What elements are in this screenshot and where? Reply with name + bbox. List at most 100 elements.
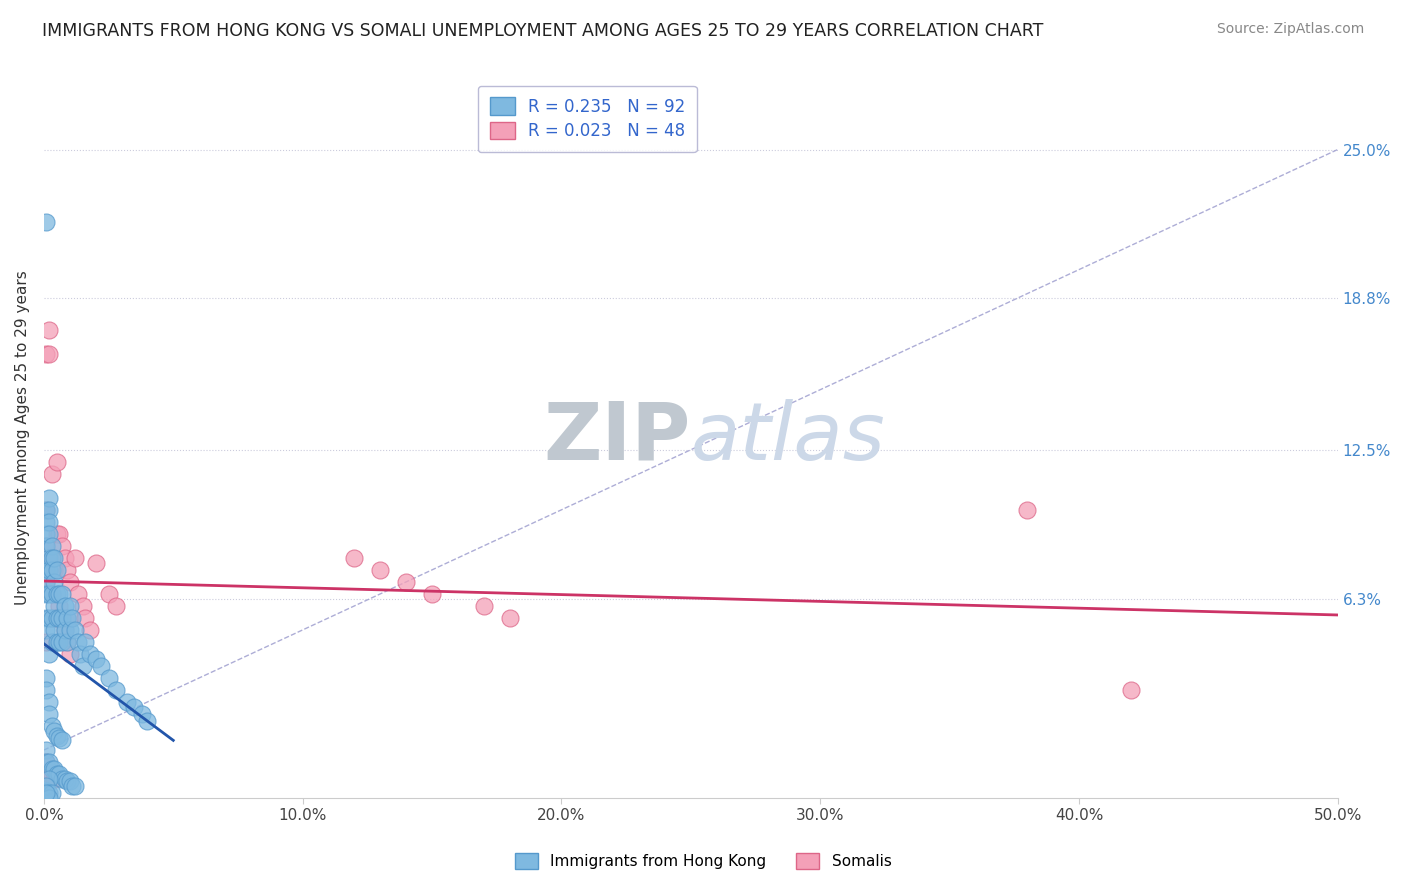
Point	[56, 774, 79, 789]
Point	[38, 503, 60, 517]
Point	[90, 659, 112, 673]
Point	[41, 467, 63, 481]
Point	[41, 587, 63, 601]
Point	[38, 767, 60, 781]
Point	[41, 563, 63, 577]
Point	[59, 611, 82, 625]
Point	[44, 772, 66, 786]
Text: atlas: atlas	[690, 399, 886, 476]
Point	[72, 599, 94, 613]
Point	[41, 587, 63, 601]
Point	[472, 599, 495, 613]
Point	[51, 733, 73, 747]
Point	[59, 574, 82, 589]
Point	[79, 647, 101, 661]
Point	[35, 539, 58, 553]
Point	[41, 550, 63, 565]
Point	[69, 647, 91, 661]
Legend: Immigrants from Hong Kong, Somalis: Immigrants from Hong Kong, Somalis	[509, 847, 897, 875]
Point	[38, 772, 60, 786]
Point	[38, 526, 60, 541]
Point	[45, 563, 67, 577]
Point	[38, 706, 60, 721]
Point	[79, 623, 101, 637]
Point	[38, 611, 60, 625]
Point	[56, 635, 79, 649]
Point	[35, 563, 58, 577]
Point	[41, 611, 63, 625]
Point	[41, 550, 63, 565]
Point	[59, 599, 82, 613]
Point	[38, 791, 60, 805]
Point	[35, 574, 58, 589]
Point	[41, 539, 63, 553]
Point	[51, 772, 73, 786]
Point	[56, 635, 79, 649]
Text: Source: ZipAtlas.com: Source: ZipAtlas.com	[1216, 22, 1364, 37]
Point	[35, 755, 58, 769]
Point	[35, 611, 58, 625]
Point	[45, 611, 67, 625]
Point	[38, 786, 60, 800]
Point	[41, 635, 63, 649]
Point	[48, 767, 70, 781]
Point	[53, 550, 76, 565]
Point	[38, 755, 60, 769]
Point	[35, 786, 58, 800]
Point	[63, 550, 86, 565]
Point	[44, 611, 66, 625]
Point	[59, 647, 82, 661]
Point	[124, 699, 146, 714]
Point	[35, 755, 58, 769]
Point	[45, 729, 67, 743]
Point	[51, 611, 73, 625]
Point	[48, 526, 70, 541]
Point	[75, 635, 97, 649]
Point	[41, 762, 63, 776]
Point	[48, 599, 70, 613]
Point	[38, 550, 60, 565]
Point	[59, 623, 82, 637]
Point	[368, 563, 391, 577]
Legend: R = 0.235   N = 92, R = 0.023   N = 48: R = 0.235 N = 92, R = 0.023 N = 48	[478, 86, 697, 153]
Point	[35, 503, 58, 517]
Point	[66, 587, 89, 601]
Point	[51, 587, 73, 601]
Point	[35, 784, 58, 798]
Point	[35, 786, 58, 800]
Point	[105, 683, 128, 698]
Point	[41, 767, 63, 781]
Point	[35, 574, 58, 589]
Point	[53, 599, 76, 613]
Point	[105, 599, 128, 613]
Point	[59, 774, 82, 789]
Point	[35, 779, 58, 793]
Point	[60, 611, 83, 625]
Point	[84, 652, 107, 666]
Point	[45, 767, 67, 781]
Point	[420, 587, 443, 601]
Point	[35, 743, 58, 757]
Point	[38, 515, 60, 529]
Point	[48, 587, 70, 601]
Point	[41, 719, 63, 733]
Point	[45, 455, 67, 469]
Point	[75, 611, 97, 625]
Point	[35, 214, 58, 228]
Point	[45, 526, 67, 541]
Point	[44, 550, 66, 565]
Point	[56, 611, 79, 625]
Text: IMMIGRANTS FROM HONG KONG VS SOMALI UNEMPLOYMENT AMONG AGES 25 TO 29 YEARS CORRE: IMMIGRANTS FROM HONG KONG VS SOMALI UNEM…	[42, 22, 1043, 40]
Point	[35, 671, 58, 685]
Point	[38, 323, 60, 337]
Point	[35, 623, 58, 637]
Point	[136, 714, 159, 729]
Point	[45, 611, 67, 625]
Point	[56, 563, 79, 577]
Point	[38, 647, 60, 661]
Point	[38, 491, 60, 505]
Point	[48, 635, 70, 649]
Point	[1017, 503, 1039, 517]
Point	[343, 550, 366, 565]
Point	[66, 635, 89, 649]
